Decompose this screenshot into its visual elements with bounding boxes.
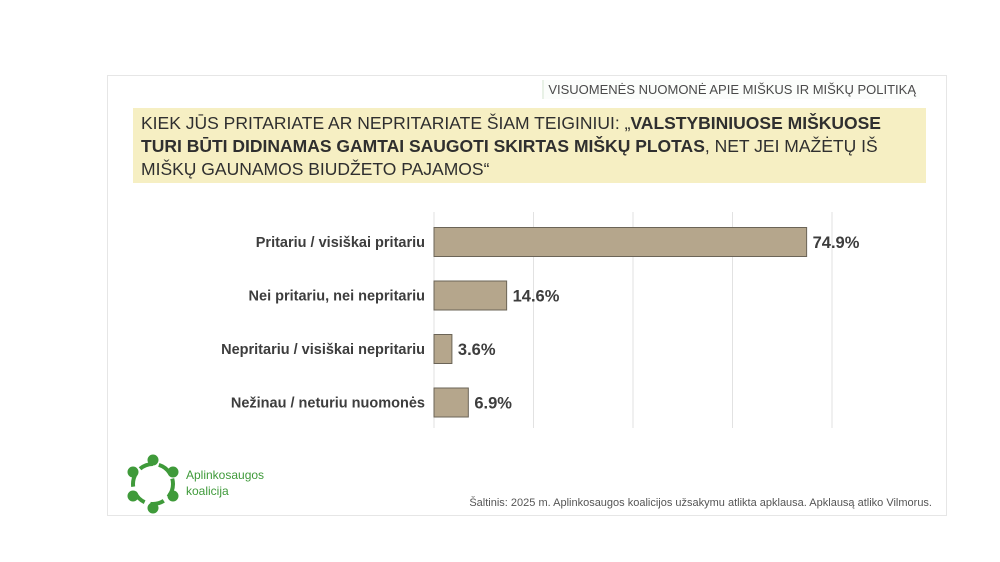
bar	[433, 280, 508, 311]
value-label: 3.6%	[458, 341, 496, 359]
bar	[433, 334, 453, 364]
category-label: Nepritariu / visiškai nepritariu	[221, 342, 425, 358]
logo-line-1: Aplinkosaugos	[186, 468, 265, 482]
chart-bars	[433, 227, 808, 418]
category-label: Pritariu / visiškai pritariu	[256, 235, 425, 251]
coalition-logo-icon	[127, 454, 179, 514]
question-lead: KIEK JŪS PRITARIATE AR NEPRITARIATE ŠIAM…	[141, 113, 631, 133]
question-box: KIEK JŪS PRITARIATE AR NEPRITARIATE ŠIAM…	[133, 108, 926, 183]
slide: VISUOMENĖS NUOMONĖ APIE MIŠKUS IR MIŠKŲ …	[107, 75, 947, 516]
category-label: Nežinau / neturiu nuomonės	[231, 396, 425, 412]
logo-line-2: koalicija	[186, 484, 229, 498]
logo: Aplinkosaugos koalicija	[125, 454, 285, 514]
value-labels: 74.9% 14.6% 3.6% 6.9%	[458, 234, 860, 413]
bar	[433, 227, 808, 257]
source-note: Šaltinis: 2025 m. Aplinkosaugos koalicij…	[469, 497, 932, 509]
question-tail: , NET JEI MAŽĖTŲ IŠ MIŠKŲ GAUNAMOS BIUDŽ…	[141, 136, 878, 179]
question-bold: VALSTYBINIUOSE MIŠKUOSE TURI BŪTI DIDINA…	[141, 113, 881, 156]
bar	[433, 387, 469, 418]
logo-text: Aplinkosaugos koalicija	[186, 467, 264, 499]
topic-label: VISUOMENĖS NUOMONĖ APIE MIŠKUS IR MIŠKŲ …	[542, 80, 920, 99]
value-label: 6.9%	[474, 395, 512, 413]
category-labels: Pritariu / visiškai pritariu Nei pritariu…	[221, 235, 425, 412]
value-label: 14.6%	[513, 288, 560, 306]
value-label: 74.9%	[813, 234, 860, 252]
category-label: Nei pritariu, nei nepritariu	[249, 289, 425, 305]
bar-chart: Pritariu / visiškai pritariu Nei pritariu…	[221, 212, 860, 428]
